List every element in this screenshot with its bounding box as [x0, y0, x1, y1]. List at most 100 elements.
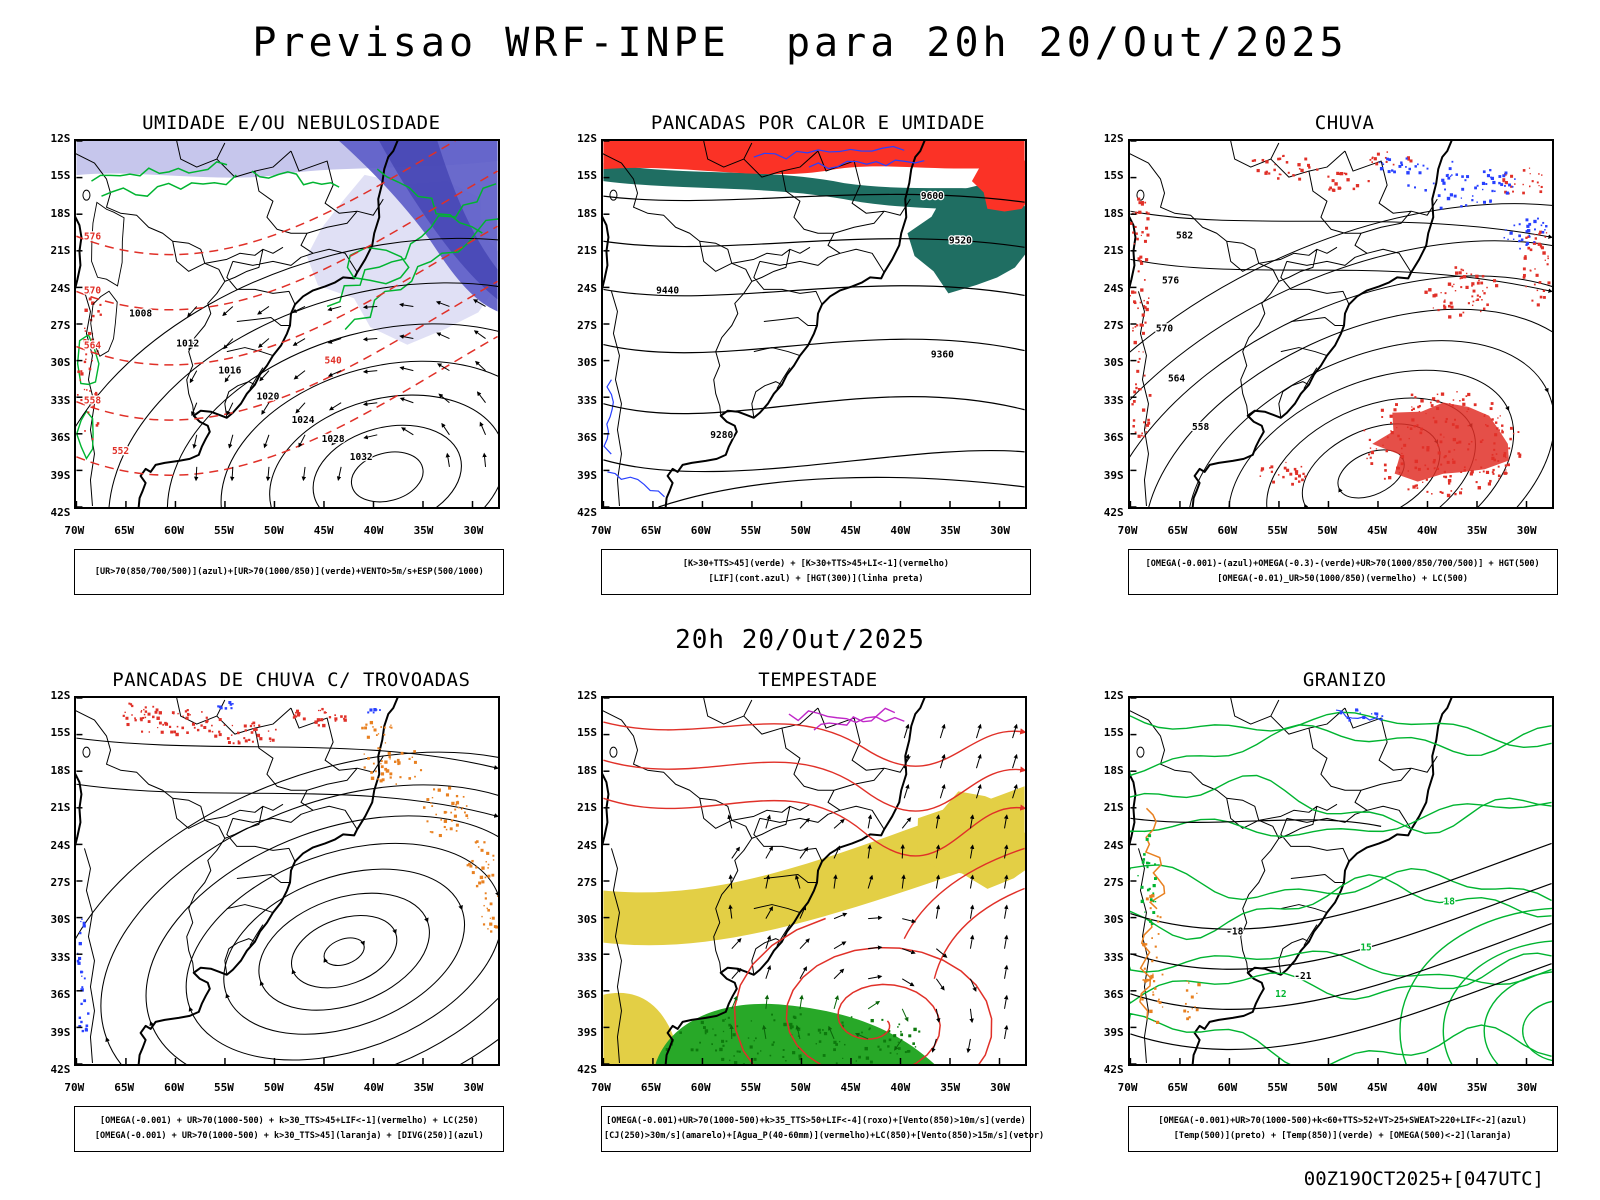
lat-tick-label: 27S	[1103, 875, 1124, 889]
svg-text:12: 12	[1275, 989, 1286, 1000]
lat-tick-label: 33S	[577, 393, 597, 407]
svg-text:1032: 1032	[350, 452, 373, 463]
lat-tick-label: 42S	[577, 505, 597, 519]
lat-tick-label: 15S	[1103, 169, 1124, 183]
lat-tick-label: 12S	[1103, 132, 1124, 145]
lon-tick-label: 55W	[214, 524, 234, 537]
lat-tick-label: 15S	[50, 726, 71, 740]
lon-tick-label: 65W	[640, 1081, 661, 1094]
lat-tick-label: 36S	[577, 988, 597, 1002]
svg-text:9600: 9600	[921, 191, 944, 202]
lon-tick-label: 45W	[1367, 524, 1387, 537]
svg-text:576: 576	[84, 231, 101, 242]
lon-tick-label: 45W	[313, 524, 334, 537]
lat-axis: 12S 15S 18S 21S 24S 27S 30S 33S 36S 39S 42S	[565, 133, 601, 519]
lat-tick-label: 42S	[50, 505, 71, 519]
panel-title-tempestade: TEMPESTADE	[758, 669, 878, 691]
lon-axis: 70W 65W 60W 55W 50W 45W 40W 35W 30W	[64, 524, 483, 537]
lat-tick-label: 18S	[577, 763, 597, 777]
lon-tick-label: 70W	[64, 524, 85, 537]
lat-tick-label: 21S	[50, 244, 71, 258]
lat-tick-label: 33S	[1103, 393, 1124, 407]
lat-tick-label: 36S	[50, 431, 71, 445]
caption-line: [CJ(250)>30m/s](amarelo)+[Agua_P(40-60mm…	[603, 1131, 1045, 1141]
lon-tick-label: 70W	[1117, 524, 1138, 537]
lat-tick-label: 30S	[50, 913, 71, 927]
lon-axis: 70W 65W 60W 55W 50W 45W 40W 35W 30W	[64, 1081, 483, 1094]
caption-chuva: [OMEGA(-0.001)-(azul)+OMEGA(-0.3)-(verde…	[1127, 549, 1558, 595]
svg-text:570: 570	[1156, 324, 1173, 335]
panel-title-umidade: UMIDADE E/OU NEBULOSIDADE	[142, 112, 441, 134]
svg-text:1020: 1020	[257, 392, 280, 403]
lat-axis: 12S 15S 18S 21S 24S 27S 30S 33S 36S 39S 42S	[1092, 132, 1128, 518]
lon-tick-label: 55W	[1267, 1081, 1288, 1094]
lat-tick-label: 39S	[50, 1025, 71, 1039]
svg-text:-18: -18	[1226, 927, 1243, 938]
lon-tick-label: 30W	[990, 1081, 1010, 1094]
lon-tick-label: 40W	[1417, 524, 1437, 537]
lat-tick-label: 21S	[50, 801, 71, 815]
valid-time-label: 20h 20/Out/2025	[675, 625, 925, 655]
lat-tick-label: 21S	[1103, 244, 1124, 258]
lat-tick-label: 18S	[577, 206, 597, 220]
lon-tick-label: 50W	[790, 1081, 811, 1094]
lon-axis: 70W 65W 60W 55W 50W 45W 40W 35W 30W	[1118, 1081, 1537, 1094]
caption-line: [LIF](cont.azul) + [HGT(300)](linha pret…	[708, 574, 924, 584]
lon-tick-label: 70W	[590, 1081, 611, 1094]
panel-umidade: UMIDADE E/OU NEBULOSIDADE 12S 15S 18S 21S 24…	[38, 112, 508, 595]
map-canvas-tempestade	[600, 696, 1027, 1066]
map-canvas-umidade: 1008 1012 1016 1020 1024 1028 1032 540 552 558 564…	[74, 139, 501, 509]
lat-tick-label: 12S	[50, 689, 71, 702]
lon-tick-label: 65W	[1167, 524, 1188, 537]
lon-tick-label: 50W	[1317, 1081, 1338, 1094]
lat-axis: 12S 15S 18S 21S 24S 27S 30S 33S 36S 39S 42S	[1092, 690, 1128, 1075]
lon-tick-label: 50W	[263, 524, 284, 537]
lat-tick-label: 30S	[1103, 913, 1124, 927]
lat-axis: 12S 15S 18S 21S 24S 27S 30S 33S 36S 39S 42S	[565, 690, 601, 1075]
lat-tick-label: 30S	[577, 913, 597, 927]
lon-tick-label: 35W	[940, 524, 961, 537]
svg-text:9440: 9440	[656, 285, 679, 296]
svg-text:1028: 1028	[322, 434, 345, 445]
lon-tick-label: 30W	[1516, 524, 1537, 537]
caption-line: [OMEGA(-0.001)-(azul)+OMEGA(-0.3)-(verde…	[1145, 559, 1540, 570]
lon-tick-label: 35W	[413, 524, 434, 537]
lat-tick-label: 27S	[577, 318, 597, 332]
svg-text:1012: 1012	[177, 339, 200, 350]
lon-tick-label: 60W	[164, 524, 184, 537]
panel-title-pancadas-calor: PANCADAS POR CALOR E UMIDADE	[650, 112, 986, 134]
map-canvas-pancadas-calor: 9280 9360 9440 9520 9600	[600, 139, 1027, 509]
map-block-granizo: 12S 15S 18S 21S 24S 27S 30S 33S 36S 39S 42S 12 15 18…	[1092, 690, 1562, 1080]
svg-text:18: 18	[1443, 897, 1455, 908]
lat-tick-label: 18S	[1103, 206, 1124, 220]
lon-tick-label: 55W	[1267, 524, 1288, 537]
lon-axis: 70W 65W 60W 55W 50W 45W 40W 35W 30W	[591, 524, 1010, 537]
lat-tick-label: 24S	[1103, 281, 1124, 295]
lat-tick-label: 18S	[50, 206, 71, 220]
svg-text:558: 558	[1192, 422, 1209, 433]
lon-tick-label: 30W	[463, 524, 484, 537]
lat-tick-label: 39S	[577, 468, 597, 482]
map-canvas-trovoadas	[74, 696, 501, 1066]
lat-tick-label: 30S	[577, 356, 597, 370]
svg-text:9360: 9360	[931, 350, 954, 361]
lat-axis: 12S 15S 18S 21S 24S 27S 30S 33S 36S 39S 42S	[38, 133, 74, 519]
lon-tick-label: 40W	[363, 524, 384, 537]
lon-tick-label: 30W	[463, 1081, 484, 1094]
map-block-umidade: 12S 15S 18S 21S 24S 27S 30S 33S 36S 39S 42S 1008 10…	[38, 133, 508, 523]
svg-text:576: 576	[1162, 275, 1179, 286]
lon-tick-label: 45W	[840, 524, 861, 537]
panel-chuva: CHUVA 12S 15S 18S 21S 24S 27S 30S 33S 36S 39S 42S …	[1092, 112, 1562, 595]
svg-text:558: 558	[84, 396, 101, 407]
svg-text:540: 540	[325, 356, 342, 367]
caption-line: [Temp(500)](preto) + [Temp(850)](verde) …	[1173, 1131, 1512, 1141]
lon-tick-label: 40W	[890, 1081, 911, 1094]
map-canvas-chuva: 558 564 570 576 582	[1127, 139, 1554, 509]
panel-row-top: UMIDADE E/OU NEBULOSIDADE 12S 15S 18S 21S 24…	[10, 112, 1590, 595]
lon-tick-label: 65W	[1167, 1081, 1188, 1094]
map-block-pancadas-calor: 12S 15S 18S 21S 24S 27S 30S 33S 36S 39S 42S 9280 93…	[565, 133, 1035, 523]
lat-tick-label: 27S	[50, 875, 71, 889]
lon-tick-label: 35W	[1466, 1081, 1487, 1094]
panel-tempestade: TEMPESTADE 12S 15S 18S 21S 24S 27S 30S 33S 36S 39…	[565, 669, 1045, 1152]
lon-tick-label: 45W	[840, 1081, 861, 1094]
